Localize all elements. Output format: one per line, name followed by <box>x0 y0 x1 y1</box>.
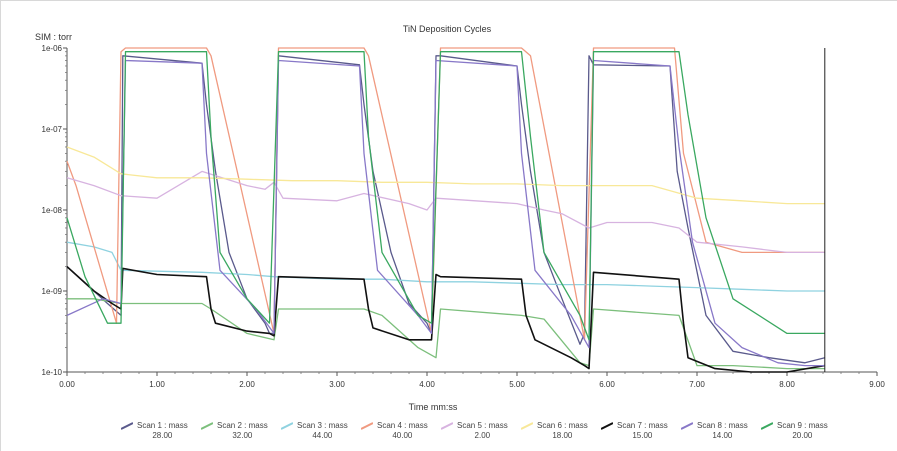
x-tick-label: 8.00 <box>779 380 795 389</box>
y-tick-label: 1e-08 <box>42 206 63 215</box>
y-tick-label: 1e-07 <box>42 125 63 134</box>
legend-mass: 40.00 <box>392 431 413 440</box>
y-tick-label: 1e-06 <box>42 44 63 53</box>
legend-swatch <box>361 422 373 430</box>
legend-swatch <box>441 422 453 430</box>
chart-title: TiN Deposition Cycles <box>403 24 492 34</box>
x-tick-label: 7.00 <box>689 380 705 389</box>
legend-label: Scan 8 : mass <box>697 421 748 430</box>
series-line-9 <box>66 51 825 341</box>
legend-mass: 2.00 <box>474 431 491 440</box>
legend-label: Scan 4 : mass <box>377 421 428 430</box>
legend-item: Scan 5 : mass 2.00 <box>441 421 508 441</box>
series-line-7 <box>66 266 825 373</box>
legend-mass: 32.00 <box>232 431 253 440</box>
x-tick-label: 5.00 <box>509 380 525 389</box>
series-line-3 <box>66 241 825 292</box>
y-tick-label: 1e-10 <box>42 368 63 377</box>
legend-mass: 14.00 <box>712 431 733 440</box>
series-line-8 <box>66 59 825 367</box>
legend-label: Scan 5 : mass <box>457 421 508 430</box>
legend-label: Scan 7 : mass <box>617 421 668 430</box>
legend-swatch <box>121 422 133 430</box>
legend-swatch <box>521 422 533 430</box>
legend-label: Scan 9 : mass <box>777 421 828 430</box>
x-tick-label: 9.00 <box>869 380 885 389</box>
legend-mass: 28.00 <box>152 431 173 440</box>
legend-mass: 15.00 <box>632 431 653 440</box>
legend-mass: 20.00 <box>792 431 813 440</box>
chart-plot: TiN Deposition Cycles SIM : torr Time mm… <box>35 24 886 411</box>
y-tick-label: 1e-09 <box>42 287 63 296</box>
x-tick-label: 0.00 <box>59 380 75 389</box>
legend-item: Scan 6 : mass 18.00 <box>521 421 588 441</box>
legend-label: Scan 2 : mass <box>217 421 268 430</box>
legend-mass: 18.00 <box>552 431 573 440</box>
x-tick-label: 2.00 <box>239 380 255 389</box>
legend-swatch <box>601 422 613 430</box>
axes: 1e-10 1e-09 1e-08 1e-07 1e-06 0.00 1.00 2.00 3.0… <box>42 44 886 389</box>
legend-swatch <box>681 422 693 430</box>
legend-label: Scan 6 : mass <box>537 421 588 430</box>
legend-swatch <box>281 422 293 430</box>
y-axis-label: SIM : torr <box>35 32 72 42</box>
legend-item: Scan 4 : mass 40.00 <box>361 421 428 441</box>
legend-item: Scan 3 : mass 44.00 <box>281 421 348 441</box>
x-tick-label: 3.00 <box>329 380 345 389</box>
legend-item: Scan 1 : mass 28.00 <box>121 421 188 441</box>
series-line-4 <box>66 47 825 341</box>
legend-label: Scan 1 : mass <box>137 421 188 430</box>
legend-item: Scan 9 : mass 20.00 <box>761 421 828 441</box>
legend-item: Scan 7 : mass 15.00 <box>601 421 668 441</box>
x-tick-label: 6.00 <box>599 380 615 389</box>
series-line-1 <box>66 55 825 364</box>
series-line-5 <box>66 170 825 254</box>
legend-swatch <box>761 422 773 430</box>
legend-mass: 44.00 <box>312 431 333 440</box>
legend-label: Scan 3 : mass <box>297 421 348 430</box>
series-line-2 <box>67 298 825 370</box>
x-tick-label: 1.00 <box>149 380 165 389</box>
series-layer <box>66 47 825 373</box>
series-line-6 <box>66 146 825 205</box>
legend-item: Scan 8 : mass 14.00 <box>681 421 748 441</box>
x-axis-label: Time mm:ss <box>409 402 458 411</box>
x-tick-label: 4.00 <box>419 380 435 389</box>
legend-item: Scan 2 : mass 32.00 <box>201 421 268 441</box>
legend-swatch <box>201 422 213 430</box>
